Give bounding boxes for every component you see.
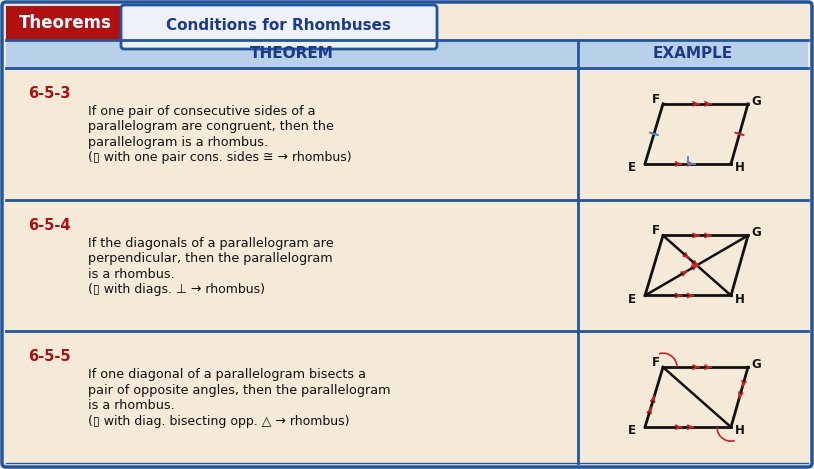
- Text: If one pair of consecutive sides of a: If one pair of consecutive sides of a: [88, 105, 316, 118]
- Text: Conditions for Rhombuses: Conditions for Rhombuses: [167, 17, 392, 32]
- Text: perpendicular, then the parallelogram: perpendicular, then the parallelogram: [88, 252, 333, 265]
- Text: E: E: [628, 424, 636, 437]
- Text: E: E: [628, 293, 636, 306]
- Text: G: G: [751, 358, 761, 371]
- Text: parallelogram is a rhombus.: parallelogram is a rhombus.: [88, 136, 268, 149]
- Text: (▯ with diags. ⊥ → rhombus): (▯ with diags. ⊥ → rhombus): [88, 283, 265, 296]
- Text: G: G: [751, 227, 761, 239]
- Text: 6-5-3: 6-5-3: [28, 86, 71, 101]
- FancyBboxPatch shape: [121, 5, 437, 49]
- Text: EXAMPLE: EXAMPLE: [653, 46, 733, 61]
- Text: pair of opposite angles, then the parallelogram: pair of opposite angles, then the parall…: [88, 384, 391, 397]
- Text: parallelogram are congruent, then the: parallelogram are congruent, then the: [88, 121, 334, 133]
- FancyBboxPatch shape: [6, 6, 124, 40]
- Text: F: F: [652, 356, 660, 369]
- Text: is a rhombus.: is a rhombus.: [88, 399, 175, 412]
- Text: G: G: [751, 95, 761, 107]
- Text: is a rhombus.: is a rhombus.: [88, 267, 175, 280]
- Text: H: H: [734, 293, 745, 306]
- Text: (▯ with one pair cons. sides ≅ → rhombus): (▯ with one pair cons. sides ≅ → rhombus…: [88, 151, 352, 164]
- Text: 6-5-4: 6-5-4: [28, 218, 71, 233]
- Text: F: F: [652, 93, 660, 106]
- Text: H: H: [734, 161, 745, 174]
- Text: F: F: [652, 225, 660, 237]
- Text: If one diagonal of a parallelogram bisects a: If one diagonal of a parallelogram bisec…: [88, 368, 366, 381]
- Text: THEOREM: THEOREM: [250, 46, 334, 61]
- Text: (▯ with diag. bisecting opp. △ → rhombus): (▯ with diag. bisecting opp. △ → rhombus…: [88, 415, 349, 428]
- Text: If the diagonals of a parallelogram are: If the diagonals of a parallelogram are: [88, 236, 334, 250]
- Text: H: H: [734, 424, 745, 437]
- Text: E: E: [628, 161, 636, 174]
- Text: 6-5-5: 6-5-5: [28, 349, 71, 364]
- Bar: [6, 40, 808, 68]
- Text: Theorems: Theorems: [19, 14, 112, 32]
